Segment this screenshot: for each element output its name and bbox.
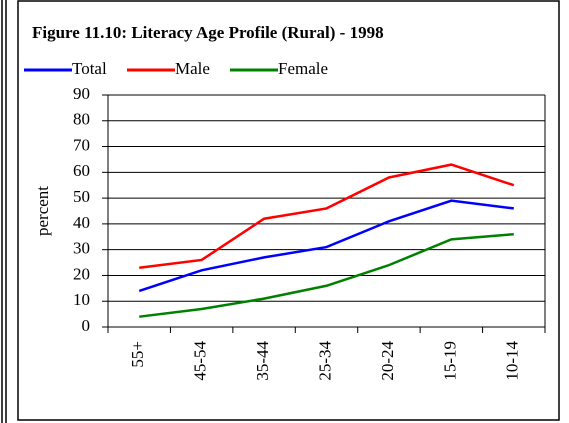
x-tick-label: 55+	[128, 341, 147, 368]
x-tick-label: 15-19	[440, 341, 459, 381]
y-tick-label: 30	[73, 239, 90, 258]
y-tick-label: 60	[73, 161, 90, 180]
x-tick-label: 25-34	[315, 341, 334, 381]
series-line	[138, 199, 514, 293]
legend-label: Total	[72, 59, 107, 78]
y-tick-label: 90	[73, 84, 90, 103]
x-tick-label: 20-24	[378, 341, 397, 381]
y-tick-label: 80	[73, 110, 90, 129]
legend-label: Female	[278, 59, 328, 78]
x-tick-label: 10-14	[503, 341, 522, 381]
series-line	[139, 232, 514, 318]
chart-frame	[17, 0, 560, 421]
y-tick-label: 10	[73, 290, 90, 309]
chart-title: Figure 11.10: Literacy Age Profile (Rura…	[32, 23, 384, 42]
y-tick-label: 50	[73, 187, 90, 206]
x-tick-label: 45-54	[191, 341, 210, 381]
series-line	[139, 163, 515, 269]
y-tick-label: 20	[73, 264, 90, 283]
y-tick-label: 0	[82, 316, 91, 335]
y-tick-label: 70	[73, 135, 90, 154]
y-tick-label: 40	[73, 213, 90, 232]
legend-label: Male	[175, 59, 210, 78]
x-tick-label: 35-44	[253, 341, 272, 381]
y-axis-label: percent	[33, 186, 52, 236]
